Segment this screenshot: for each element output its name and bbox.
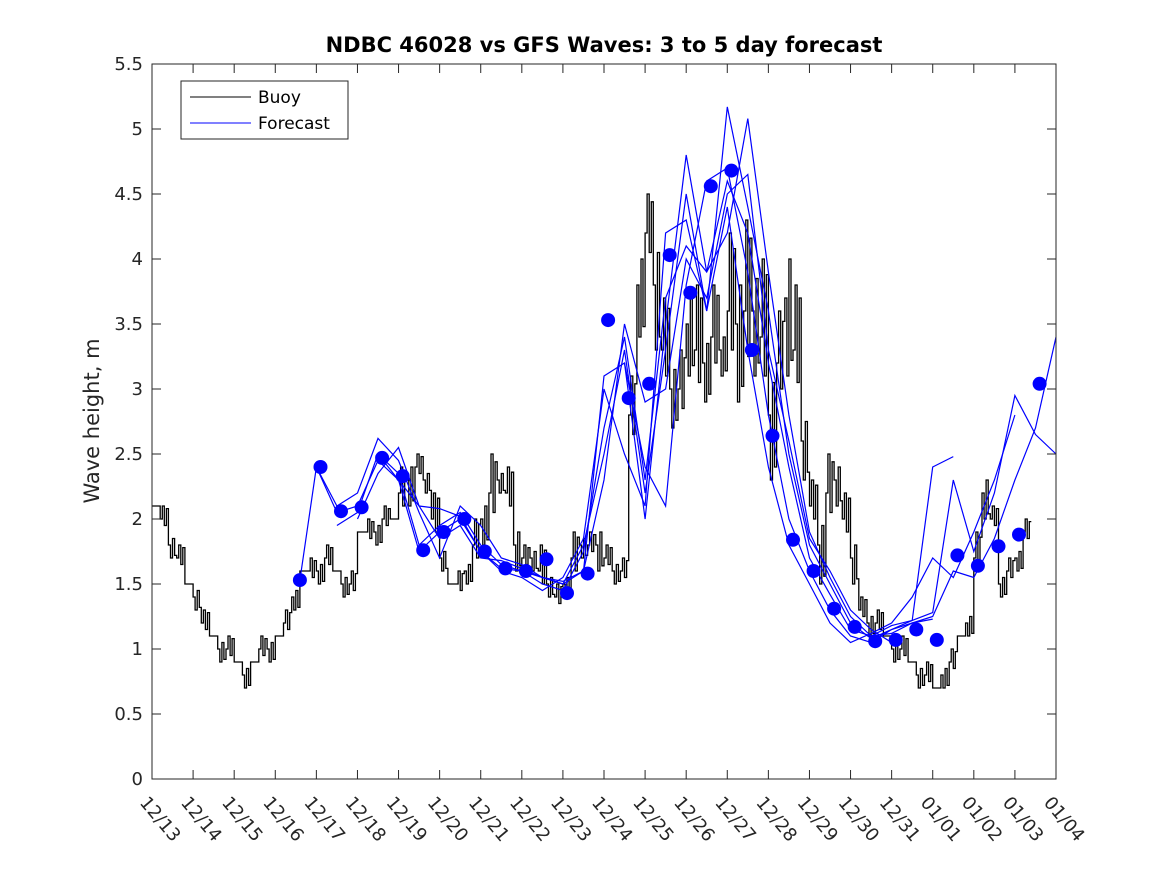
forecast-line-2 [315, 106, 913, 640]
buoy-series [152, 193, 1032, 689]
y-tick-label: 5.5 [114, 54, 143, 75]
y-tick-label: 3 [132, 379, 143, 400]
forecast-marker [601, 313, 616, 328]
forecast-marker [334, 504, 348, 519]
forecast-markers-group [292, 163, 1047, 649]
y-tick-label: 1.5 [114, 574, 143, 595]
forecast-marker [1032, 376, 1047, 391]
forecast-marker [313, 460, 328, 474]
y-tick-label: 5 [132, 119, 143, 140]
legend-forecast-label: Forecast [258, 114, 330, 134]
y-axis-ticks: 0 0.5 1 1.5 2 2.5 3 3.5 4 4.5 5 5.5 [114, 54, 1056, 790]
forecast-marker [970, 558, 985, 573]
forecast-line-3 [336, 118, 933, 637]
y-tick-label: 0.5 [114, 704, 143, 725]
forecast-marker [724, 163, 739, 178]
forecast-marker [621, 391, 636, 406]
legend-buoy-label: Buoy [258, 88, 301, 108]
y-axis-label: Wave height, m [80, 338, 104, 503]
forecast-marker [765, 428, 780, 443]
forecast-marker [827, 601, 842, 616]
forecast-marker [375, 450, 390, 465]
forecast-line-1 [299, 173, 892, 644]
forecast-marker [436, 525, 451, 539]
forecast-marker [786, 532, 800, 547]
forecast-marker [642, 376, 657, 391]
y-tick-label: 3.5 [114, 314, 143, 335]
forecast-marker [929, 632, 944, 647]
legend: Buoy Forecast [180, 80, 349, 140]
y-tick-label: 1 [132, 639, 143, 660]
forecast-marker [416, 543, 431, 558]
forecast-marker [909, 622, 924, 637]
y-tick-label: 4.5 [114, 184, 143, 205]
forecast-marker [292, 573, 307, 588]
forecast-marker [498, 561, 513, 576]
forecast-marker [847, 619, 862, 634]
y-tick-label: 2 [132, 509, 143, 530]
forecast-marker [806, 564, 821, 578]
forecast-marker [683, 285, 698, 300]
forecast-marker [560, 586, 574, 601]
forecast-marker [950, 548, 965, 563]
forecast-marker [477, 544, 492, 559]
forecast-marker [662, 248, 677, 263]
forecast-marker [1012, 527, 1026, 542]
forecast-marker [868, 634, 883, 649]
forecast-marker [580, 566, 595, 581]
forecast-marker [395, 469, 410, 484]
y-tick-label: 0 [132, 769, 143, 790]
y-tick-label: 2.5 [114, 444, 143, 465]
forecast-marker [518, 564, 533, 578]
plot-area [152, 64, 1056, 779]
forecast-marker [888, 632, 903, 647]
legend-box [180, 80, 349, 140]
chart-title: NDBC 46028 vs GFS Waves: 3 to 5 day fore… [326, 33, 883, 57]
forecast-line-6 [623, 167, 1057, 644]
forecast-marker [539, 552, 554, 567]
forecast-marker [703, 179, 718, 194]
forecast-marker [744, 343, 759, 357]
forecast-line-7 [912, 336, 1057, 624]
forecast-marker [354, 500, 369, 515]
y-tick-label: 4 [132, 249, 143, 270]
buoy-line [152, 193, 1032, 689]
forecast-marker [457, 512, 472, 526]
forecast-marker [991, 539, 1006, 554]
